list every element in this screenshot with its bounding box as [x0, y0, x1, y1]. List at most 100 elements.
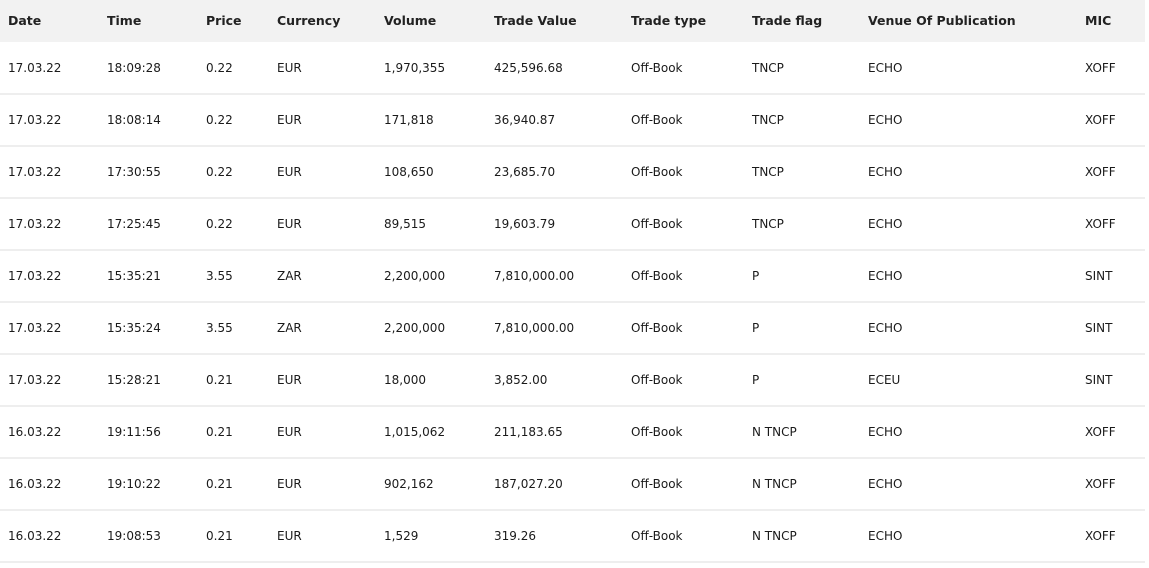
header-trade-type[interactable]: Trade type	[631, 12, 707, 28]
header-trade-value[interactable]: Trade Value	[494, 12, 577, 28]
cell-venue: ECHO	[868, 321, 903, 335]
cell-date: 17.03.22	[8, 269, 62, 283]
cell-currency: EUR	[277, 217, 302, 231]
cell-volume: 18,000	[384, 373, 426, 387]
cell-date: 16.03.22	[8, 529, 62, 543]
cell-mic: XOFF	[1085, 165, 1116, 179]
cell-trade-type: Off-Book	[631, 165, 683, 179]
cell-trade-value: 425,596.68	[494, 60, 563, 75]
cell-trade-value: 36,940.87	[494, 113, 556, 127]
cell-trade-flag: TNCP	[752, 113, 784, 127]
cell-price: 0.22	[206, 60, 233, 75]
cell-time: 19:10:22	[107, 477, 161, 491]
cell-volume: 2,200,000	[384, 269, 446, 283]
cell-currency: EUR	[277, 60, 302, 75]
cell-trade-flag: N TNCP	[752, 529, 797, 543]
cell-venue: ECHO	[868, 113, 903, 127]
cell-time: 19:08:53	[107, 529, 161, 543]
cell-price: 0.22	[206, 113, 233, 127]
cell-price: 0.22	[206, 217, 233, 231]
cell-trade-type: Off-Book	[631, 529, 683, 543]
cell-time: 15:35:24	[107, 321, 161, 335]
cell-currency: EUR	[277, 165, 302, 179]
cell-trade-value: 187,027.20	[494, 477, 563, 491]
table-row: 17.03.22 15:28:21 0.21 EUR 18,000 3,852.…	[0, 354, 1145, 406]
cell-trade-type: Off-Book	[631, 217, 683, 231]
cell-volume: 902,162	[384, 477, 434, 491]
cell-venue: ECHO	[868, 477, 903, 491]
table-row: 17.03.22 15:35:21 3.55 ZAR 2,200,000 7,8…	[0, 250, 1145, 302]
cell-volume: 2,200,000	[384, 321, 446, 335]
cell-trade-value: 23,685.70	[494, 165, 556, 179]
cell-currency: EUR	[277, 477, 302, 491]
cell-date: 17.03.22	[8, 113, 62, 127]
cell-date: 16.03.22	[8, 477, 62, 491]
cell-trade-type: Off-Book	[631, 269, 683, 283]
cell-venue: ECHO	[868, 529, 903, 543]
cell-time: 18:09:28	[107, 60, 161, 75]
cell-trade-flag: N TNCP	[752, 425, 797, 439]
cell-trade-type: Off-Book	[631, 113, 683, 127]
cell-currency: EUR	[277, 373, 302, 387]
cell-currency: EUR	[277, 425, 302, 439]
table-body: 17.03.22 18:09:28 0.22 EUR 1,970,355 425…	[0, 42, 1145, 562]
cell-volume: 1,015,062	[384, 425, 446, 439]
cell-volume: 1,529	[384, 529, 419, 543]
header-venue[interactable]: Venue Of Publication	[868, 12, 1016, 28]
cell-volume: 1,970,355	[384, 60, 446, 75]
cell-price: 0.21	[206, 373, 233, 387]
cell-mic: SINT	[1085, 269, 1113, 283]
cell-price: 0.21	[206, 529, 233, 543]
cell-date: 17.03.22	[8, 165, 62, 179]
header-price[interactable]: Price	[206, 12, 242, 28]
cell-trade-type: Off-Book	[631, 425, 683, 439]
cell-trade-flag: P	[752, 373, 760, 387]
table-row: 17.03.22 17:30:55 0.22 EUR 108,650 23,68…	[0, 146, 1145, 198]
cell-mic: XOFF	[1085, 425, 1116, 439]
cell-mic: XOFF	[1085, 113, 1116, 127]
table-header: Date Time Price Currency Volume Trade Va…	[0, 0, 1145, 42]
header-date[interactable]: Date	[8, 12, 42, 28]
cell-price: 0.21	[206, 477, 233, 491]
cell-price: 0.21	[206, 425, 233, 439]
cell-mic: XOFF	[1085, 60, 1116, 75]
table-row: 17.03.22 15:35:24 3.55 ZAR 2,200,000 7,8…	[0, 302, 1145, 354]
cell-time: 17:25:45	[107, 217, 161, 231]
header-time[interactable]: Time	[107, 12, 142, 28]
cell-venue: ECHO	[868, 165, 903, 179]
cell-time: 15:35:21	[107, 269, 161, 283]
cell-volume: 171,818	[384, 113, 434, 127]
table-row: 17.03.22 17:25:45 0.22 EUR 89,515 19,603…	[0, 198, 1145, 250]
header-volume[interactable]: Volume	[384, 12, 437, 28]
cell-trade-flag: P	[752, 269, 760, 283]
cell-mic: SINT	[1085, 373, 1113, 387]
cell-venue: ECHO	[868, 269, 903, 283]
cell-price: 3.55	[206, 321, 233, 335]
cell-mic: XOFF	[1085, 529, 1116, 543]
cell-currency: EUR	[277, 529, 302, 543]
header-trade-flag[interactable]: Trade flag	[752, 12, 823, 28]
cell-time: 17:30:55	[107, 165, 161, 179]
cell-trade-value: 3,852.00	[494, 373, 548, 387]
cell-trade-type: Off-Book	[631, 477, 683, 491]
cell-trade-flag: TNCP	[752, 60, 784, 75]
cell-trade-value: 211,183.65	[494, 425, 563, 439]
cell-mic: XOFF	[1085, 217, 1116, 231]
cell-mic: SINT	[1085, 321, 1113, 335]
cell-trade-type: Off-Book	[631, 373, 683, 387]
cell-date: 16.03.22	[8, 425, 62, 439]
cell-trade-type: Off-Book	[631, 60, 683, 75]
header-currency[interactable]: Currency	[277, 12, 341, 28]
cell-date: 17.03.22	[8, 321, 62, 335]
cell-venue: ECHO	[868, 217, 903, 231]
cell-time: 15:28:21	[107, 373, 161, 387]
cell-trade-value: 7,810,000.00	[494, 269, 575, 283]
table-row: 16.03.22 19:10:22 0.21 EUR 902,162 187,0…	[0, 458, 1145, 510]
cell-price: 3.55	[206, 269, 233, 283]
table-row: 17.03.22 18:08:14 0.22 EUR 171,818 36,94…	[0, 94, 1145, 146]
header-mic[interactable]: MIC	[1085, 12, 1112, 28]
table-row: 16.03.22 19:08:53 0.21 EUR 1,529 319.26 …	[0, 510, 1145, 562]
cell-trade-flag: TNCP	[752, 165, 784, 179]
cell-currency: ZAR	[277, 321, 302, 335]
